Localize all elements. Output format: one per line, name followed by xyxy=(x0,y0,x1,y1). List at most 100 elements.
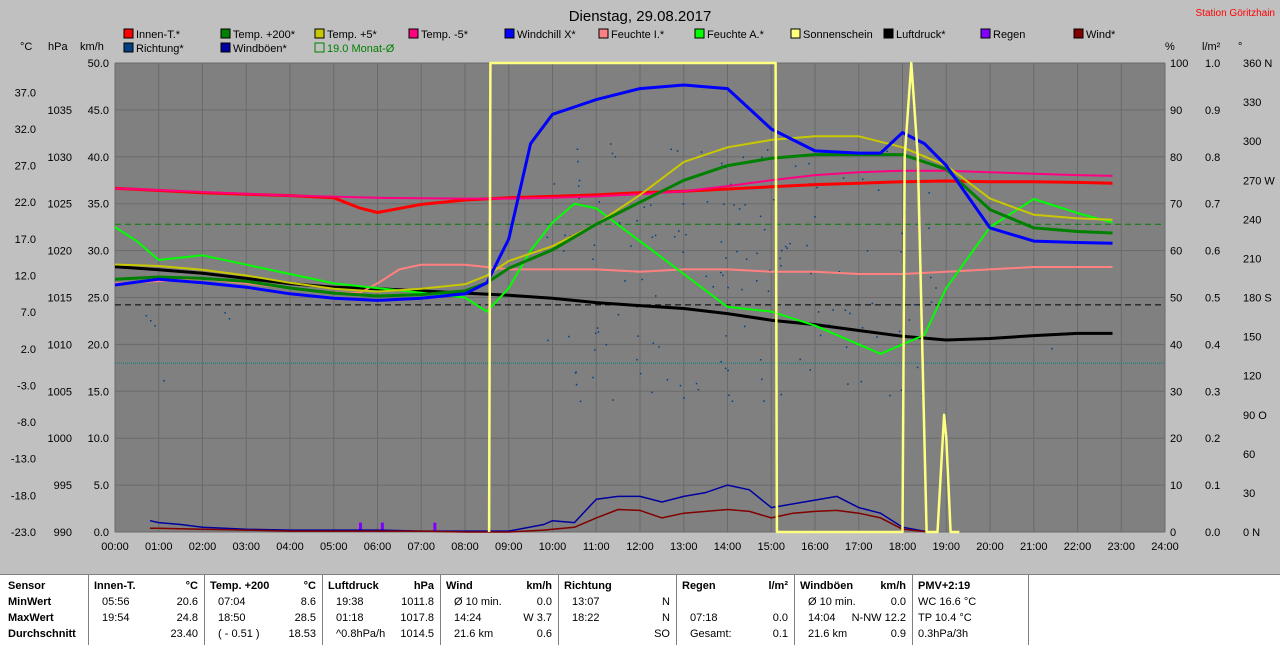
legend-label: Temp. -5* xyxy=(421,29,469,41)
legend: Innen-T.* Temp. +200* Temp. +5* Temp. -5* Wi… xyxy=(123,28,1116,55)
stats-value: 24.8 xyxy=(176,612,198,624)
direction-point xyxy=(577,185,580,187)
percent-tick-label: 30 xyxy=(1170,386,1182,398)
pressure-unit: hPa xyxy=(48,41,68,53)
x-tick-label: 00:00 xyxy=(101,541,129,553)
direction-point xyxy=(814,216,816,218)
stats-value: 0.0 xyxy=(772,612,788,624)
direction-point xyxy=(579,400,582,403)
direction-point xyxy=(761,378,763,381)
direction-point xyxy=(682,203,685,205)
legend-label: 19.0 Monat-Ø xyxy=(327,43,395,55)
stats-value: 18.53 xyxy=(288,628,316,640)
direction-point xyxy=(1051,348,1053,350)
x-tick-label: 11:00 xyxy=(583,541,610,553)
direction-point xyxy=(594,332,597,334)
temp-tick-label: 32.0 xyxy=(15,124,36,136)
legend-label: Temp. +200* xyxy=(233,29,296,41)
direction-point xyxy=(630,245,632,247)
legend-swatch xyxy=(598,28,609,39)
direction-point xyxy=(756,252,758,255)
stats-header: Temp. +200 xyxy=(210,580,270,592)
direction-point xyxy=(547,339,549,342)
stats-cell: 14:04 xyxy=(808,612,836,624)
direction-point xyxy=(705,275,708,278)
legend-label: Windchill X* xyxy=(517,29,576,41)
direction-point xyxy=(877,189,880,191)
temp-tick-label: 12.0 xyxy=(15,271,36,283)
legend-label: Temp. +5* xyxy=(327,29,378,41)
pressure-tick-label: 1010 xyxy=(48,339,72,351)
direction-unit: ° xyxy=(1238,41,1242,53)
direction-point xyxy=(780,393,783,396)
direction-point xyxy=(784,245,787,248)
temp-tick-label: 17.0 xyxy=(15,234,36,246)
direction-point xyxy=(742,156,745,159)
wind-tick-label: 30.0 xyxy=(88,246,109,258)
direction-tick-label: 30 xyxy=(1243,488,1255,500)
direction-point xyxy=(794,165,797,167)
direction-point xyxy=(861,178,864,181)
x-tick-label: 05:00 xyxy=(320,541,348,553)
direction-point xyxy=(759,358,762,361)
stats-row-label: Durchschnitt xyxy=(8,628,76,640)
stats-col-temp200: Temp. +200 °C 07:04 8.6 18:50 28.5 ( - 0.51 ) 1… xyxy=(204,575,323,645)
direction-point xyxy=(679,384,682,387)
stats-cell: 18:50 xyxy=(218,612,246,624)
direction-point xyxy=(682,251,684,253)
pressure-tick-label: 1030 xyxy=(48,152,72,164)
stats-col-druck: Luftdruck hPa 19:38 1011.8 01:18 1017.8 ^0.8hP… xyxy=(322,575,441,645)
percent-unit: % xyxy=(1165,41,1175,53)
legend-label: Windböen* xyxy=(233,43,288,55)
stats-unit: km/h xyxy=(880,580,906,592)
direction-point xyxy=(914,304,916,306)
x-tick-label: 24:00 xyxy=(1151,541,1179,553)
direction-point xyxy=(738,208,741,210)
direction-point xyxy=(578,197,580,200)
stats-table: Sensor MinWert MaxWert Durchschnitt Inne… xyxy=(0,574,1280,645)
stats-value: 28.5 xyxy=(294,612,316,624)
direction-point xyxy=(636,306,638,308)
stats-cell: ( - 0.51 ) xyxy=(218,628,260,640)
direction-point xyxy=(810,272,812,275)
x-tick-label: 12:00 xyxy=(626,541,654,553)
stats-cell: 21.6 km xyxy=(808,628,848,640)
direction-point xyxy=(674,235,676,238)
direction-point xyxy=(145,315,148,317)
x-tick-label: 21:00 xyxy=(1020,541,1048,553)
legend-swatch xyxy=(883,28,894,39)
direction-point xyxy=(578,179,581,182)
grid xyxy=(114,62,1166,533)
direction-point xyxy=(676,150,679,152)
stats-cell: ^0.8hPa/h xyxy=(336,628,386,640)
direction-point xyxy=(609,143,612,145)
direction-point xyxy=(712,286,714,288)
rain-tick-label: 0.9 xyxy=(1205,105,1220,117)
direction-point xyxy=(866,250,869,252)
direction-point xyxy=(593,244,596,246)
rain-tick-label: 0.8 xyxy=(1205,152,1220,164)
stats-row-label: MinWert xyxy=(8,596,52,608)
direction-point xyxy=(871,302,874,305)
direction-point xyxy=(654,295,657,297)
stats-cell: 14:24 xyxy=(454,612,482,624)
direction-point xyxy=(736,250,738,253)
rain-bar xyxy=(380,522,384,532)
direction-point xyxy=(808,162,810,165)
direction-tick-label: 90 O xyxy=(1243,410,1267,422)
percent-tick-label: 0 xyxy=(1170,527,1176,539)
direction-point xyxy=(727,369,729,372)
stats-value: WC 16.6 °C xyxy=(918,596,977,608)
direction-point xyxy=(568,335,570,338)
temp-tick-label: -18.0 xyxy=(11,490,36,502)
direction-point xyxy=(847,383,849,385)
stats-value: 8.6 xyxy=(300,596,316,608)
direction-tick-label: 180 S xyxy=(1243,293,1272,305)
pressure-tick-label: 1020 xyxy=(48,246,72,258)
x-tick-label: 02:00 xyxy=(189,541,217,553)
direction-point xyxy=(706,201,709,203)
rain-bar xyxy=(433,522,437,532)
direction-tick-label: 120 xyxy=(1243,371,1261,383)
percent-tick-label: 100 xyxy=(1170,58,1188,70)
direction-point xyxy=(900,389,903,391)
